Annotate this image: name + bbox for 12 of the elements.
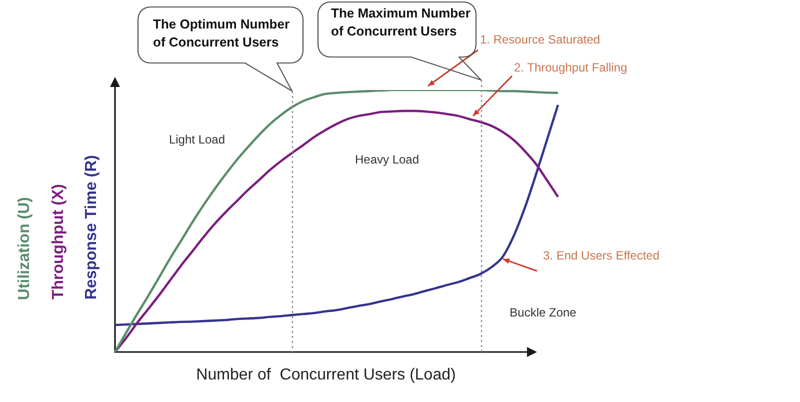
text: 1. Resource Saturated — [480, 32, 600, 46]
annotation: Heavy Load — [354, 152, 420, 166]
text: Utilization (U) — [15, 196, 34, 300]
text: Throughput (X) — [48, 184, 68, 300]
text: 2. Throughput Falling — [514, 60, 628, 74]
text: Response Time (R) — [82, 155, 101, 300]
annotation: Buckle Zone — [510, 305, 577, 320]
annotation: Light Load — [168, 132, 226, 146]
annotation: 3. End Users Effected — [543, 248, 660, 262]
x-axis-title: Number of Concurrent Users (Load) — [196, 366, 456, 384]
text: The Optimum Number of Concurrent Users — [153, 16, 290, 50]
text: The Maximum Number of Concurrent Users — [331, 6, 470, 39]
